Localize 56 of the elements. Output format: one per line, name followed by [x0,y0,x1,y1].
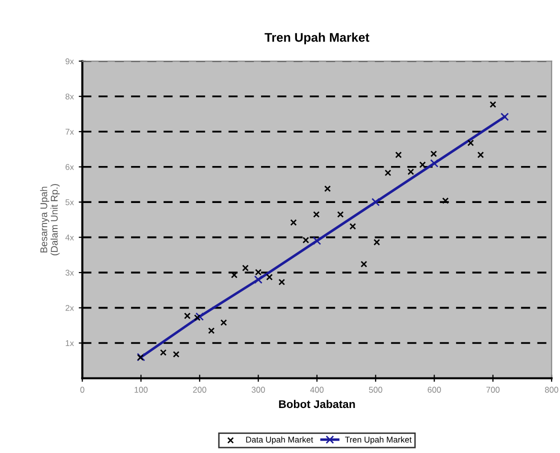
point [302,236,310,244]
point [349,223,356,230]
point [324,185,331,192]
x-tick-label: 400 [310,386,324,393]
x-tick-label: 300 [252,386,265,393]
x-tick-label: 200 [193,386,206,393]
y-axis-title: Besarnya Upah (Dalam Unit Rp.) [40,184,60,256]
y-tick-label: 3x [66,270,74,276]
point [312,236,322,246]
point [172,351,180,358]
y-tick-label: 1x [66,340,74,346]
point [337,211,344,218]
point [430,159,438,168]
point [384,170,392,176]
point [395,152,402,158]
x-tick-label: 800 [545,386,558,393]
point [208,327,215,334]
y-tick-label: 7x [66,128,74,135]
point [195,312,204,321]
y-tick-label: 8x [66,94,74,100]
point [408,168,414,176]
point [313,211,320,218]
point [254,275,262,284]
legend-label: Data Upah Market [246,436,314,444]
x-tick-label: 700 [486,386,500,393]
y-tick-label: 4x [65,234,74,240]
point [490,101,496,108]
point [374,238,380,246]
point [242,264,249,272]
legend-label: Tren Upah Market [345,436,412,444]
point [500,112,509,121]
point [290,219,297,226]
y-tick-label: 2x [66,304,74,311]
x-tick-label: 600 [428,386,441,393]
point [419,161,426,168]
point [371,198,380,206]
point [160,349,167,356]
point [360,260,368,268]
x-axis-title: Bobot Jabatan [279,400,355,408]
y-tick-label: 9x [66,58,74,64]
x-tick-label: 0 [80,386,84,393]
chart-title: Tren Upah Market [264,32,370,44]
point [266,274,273,280]
point [194,314,201,321]
point [255,268,262,276]
point [278,278,286,286]
y-tick-label: 6x [66,164,74,170]
point [477,152,484,158]
point [220,319,227,326]
x-tick-label: 100 [134,386,148,393]
x-tick-label: 500 [369,386,382,393]
y-tick-label: 5x [66,199,74,206]
point [467,140,474,146]
point [442,197,449,204]
point [430,150,437,158]
point [184,312,191,320]
